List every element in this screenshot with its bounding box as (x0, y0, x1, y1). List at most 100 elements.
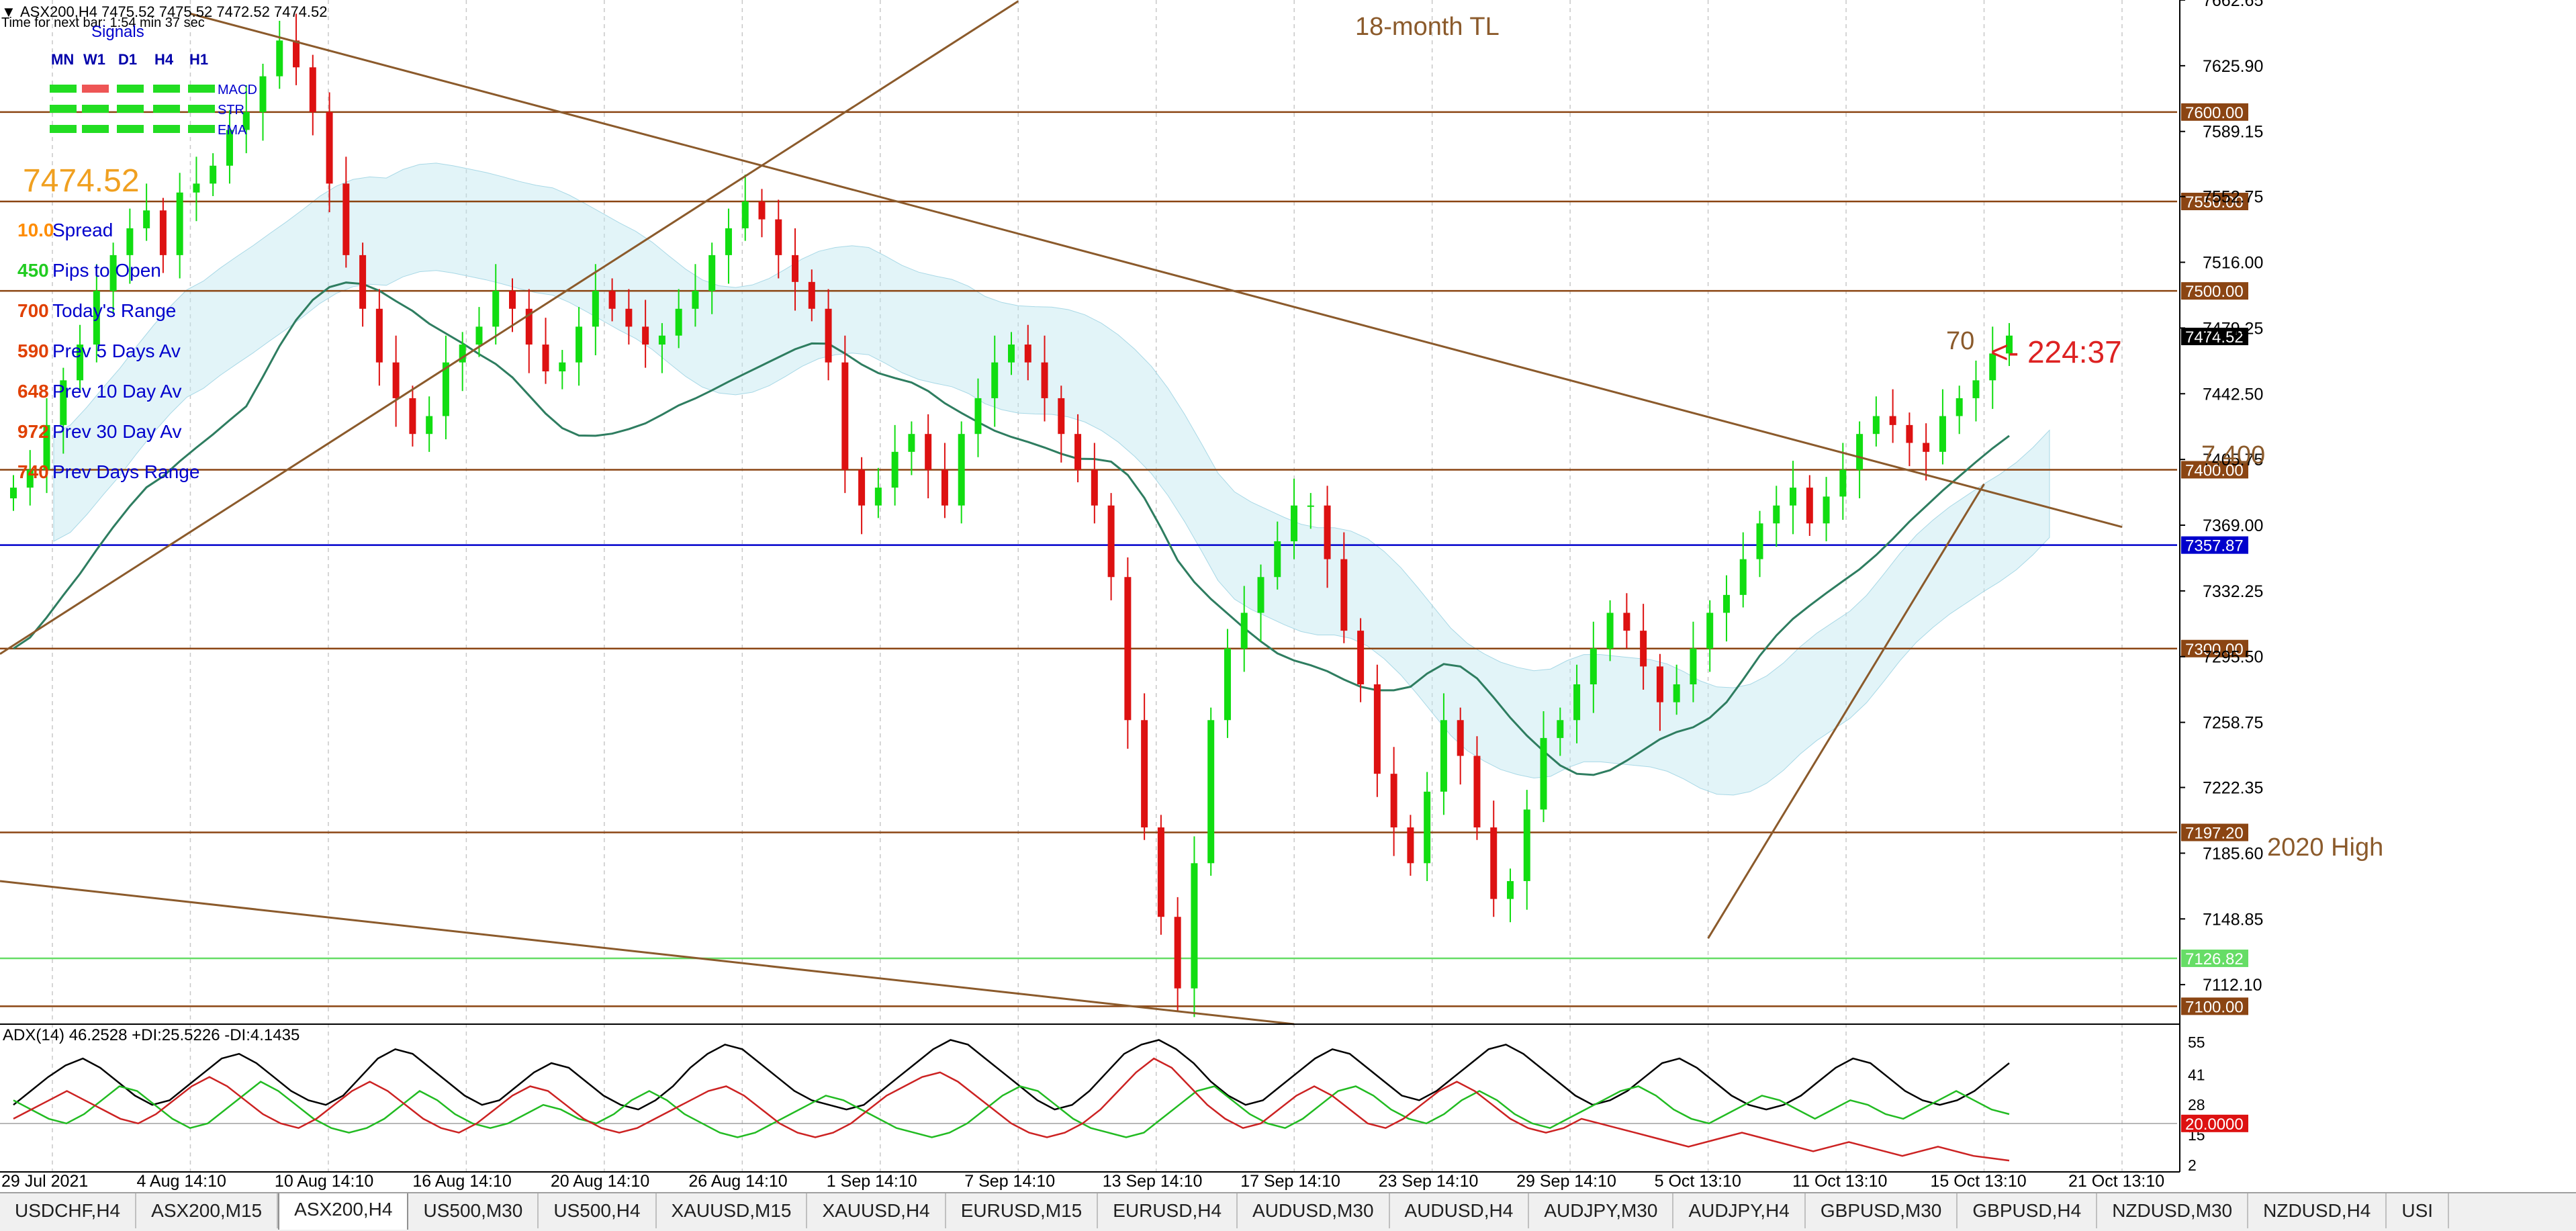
candle-body (1224, 648, 1231, 721)
candle-body (1291, 505, 1298, 541)
chart-tab[interactable]: AUDUSD,H4 (1390, 1193, 1530, 1228)
trendline[interactable] (190, 12, 2123, 529)
candle-body (442, 362, 449, 416)
candle-body (1191, 863, 1198, 989)
candle-body (109, 255, 117, 291)
chart-tab[interactable]: USDCHF,H4 (0, 1193, 137, 1228)
chart-tab[interactable]: GBPUSD,H4 (1958, 1193, 2098, 1228)
chart-background (0, 0, 2576, 1192)
candle-body (242, 111, 250, 130)
candle-body (1540, 737, 1547, 810)
chart-tab[interactable]: AUDJPY,M30 (1529, 1193, 1674, 1228)
candle-body (525, 308, 533, 345)
time-tick-label: 26 Aug 14:10 (688, 1172, 787, 1191)
signal-indicator (188, 105, 215, 113)
info-value: 648 (17, 381, 49, 402)
signal-indicator (117, 105, 144, 113)
chart-tab[interactable]: EURUSD,M15 (946, 1193, 1099, 1228)
level-price-tag (2181, 282, 2248, 300)
candle-body (43, 424, 50, 470)
candle-body (1157, 827, 1164, 917)
chart-tab[interactable]: XAUUSD,M15 (657, 1193, 808, 1228)
price-tick-label: 7589.15 (2203, 123, 2263, 142)
signal-timeframe-label: D1 (118, 51, 137, 68)
candle-body (1324, 505, 1331, 559)
chart-tab[interactable]: GBPUSD,M30 (1806, 1193, 1958, 1228)
candle-body (259, 76, 267, 112)
candle-body (1606, 612, 1614, 649)
candle-body (1357, 631, 1365, 685)
candle-body (792, 255, 799, 282)
chart-tab[interactable]: US500,H4 (539, 1193, 657, 1228)
time-axis: 29 Jul 2021 4 Aug 14:10 10 Aug 14:10 16 Aug… (1, 1172, 2164, 1191)
trendline[interactable] (0, 880, 1295, 1025)
candle-body (1756, 523, 1763, 559)
price-tick-label: 7552.75 (2203, 188, 2263, 207)
candle-body (193, 183, 200, 193)
level-price-tag (2181, 823, 2248, 841)
chart-tab[interactable]: US500,M30 (408, 1193, 539, 1228)
bar-timer-text: Time for next bar: 1:54 min 37 sec (1, 15, 205, 30)
candle-body (1989, 353, 1996, 381)
symbol-ohlc-text: ASX200,H4 7475.52 7475.52 7472.52 7474.5… (20, 3, 328, 20)
signal-indicator (82, 85, 109, 93)
level-price-label: 7600.00 (2185, 104, 2244, 122)
candle-body (542, 345, 549, 371)
chart-canvas[interactable]: 7600.00 7550.00 7500.00 7400.00 7357.87 7300.… (0, 0, 2576, 1192)
trendline[interactable] (0, 0, 1019, 655)
candle-body (1523, 809, 1530, 881)
signals-title: Signals (91, 23, 144, 41)
candle-body (1806, 488, 1813, 524)
candle-body (60, 380, 67, 425)
chart-tab[interactable]: EURUSD,H4 (1098, 1193, 1238, 1228)
time-tick-label: 29 Jul 2021 (1, 1172, 88, 1191)
candle-body (1889, 416, 1896, 425)
signal-indicator (153, 105, 180, 113)
adx-series-line (13, 1057, 2010, 1162)
signal-indicator (82, 105, 109, 113)
chart-tab[interactable]: XAUUSD,H4 (807, 1193, 946, 1228)
chart-tab[interactable]: ASX200,M15 (136, 1193, 279, 1228)
candle-body (1507, 880, 1514, 899)
candle-body (492, 291, 500, 327)
candle-body (309, 67, 316, 112)
candle-body (1673, 684, 1680, 702)
chart-tab[interactable]: NZDUSD,H4 (2248, 1193, 2387, 1228)
info-label: Prev Days Range (52, 461, 199, 482)
chart-tab[interactable]: USI (2387, 1193, 2450, 1228)
trendlines[interactable] (0, 0, 2123, 1025)
level-price-tag (2181, 461, 2248, 479)
signal-timeframe-label: W1 (83, 51, 105, 68)
chart-tab[interactable]: NZDUSD,M30 (2097, 1193, 2249, 1228)
candle-body (625, 308, 633, 327)
candle-body (1124, 577, 1132, 721)
candle-body (1008, 345, 1015, 363)
price-tick-label: 7625.90 (2203, 57, 2263, 76)
level-price-tag (2181, 949, 2248, 967)
price-tick-label: 7479.25 (2203, 319, 2263, 338)
candle-body (1872, 416, 1880, 435)
signal-indicator (153, 125, 180, 133)
candle-body (1207, 720, 1215, 864)
level-price-label: 7550.00 (2185, 193, 2244, 212)
candle-body (1373, 684, 1381, 774)
info-label: Prev 30 Day Av (52, 421, 181, 442)
candle-body (1706, 612, 1714, 649)
adx-series-line (13, 1039, 2010, 1111)
chart-tab[interactable]: AUDUSD,M30 (1238, 1193, 1390, 1228)
candle-body (1773, 505, 1780, 524)
candle-body (941, 469, 948, 506)
count-annotation: 70 (1946, 327, 1974, 355)
chart-tab[interactable]: AUDJPY,H4 (1673, 1193, 1806, 1228)
candle-body (658, 335, 665, 345)
collapse-arrow-icon[interactable]: ▼ (1, 3, 16, 20)
current-price-tag (2181, 328, 2248, 346)
signals-panel: MN W1 D1 H4 H1 MACD STR EMA (50, 51, 257, 138)
candle-body (143, 210, 150, 228)
level-price-label: 7500.00 (2185, 283, 2244, 301)
trendline[interactable] (1707, 483, 1985, 939)
chart-tab[interactable]: ASX200,H4 (278, 1193, 409, 1230)
candle-body (1240, 612, 1248, 649)
price-tick-label: 7662.65 (2203, 0, 2263, 10)
candle-body (1906, 424, 1913, 443)
